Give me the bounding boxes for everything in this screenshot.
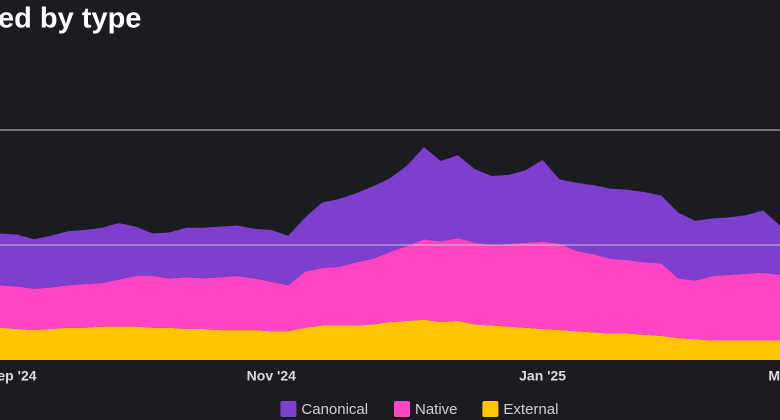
x-tick-label: Jan '25: [519, 368, 566, 384]
x-tick-label: M: [768, 368, 780, 384]
area: [0, 147, 780, 289]
legend-swatch: [280, 401, 297, 417]
legend-label: External: [503, 401, 558, 418]
legend-label: Canonical: [301, 401, 368, 418]
legend-label: Native: [415, 401, 458, 418]
x-tick-label: Nov '24: [247, 368, 296, 384]
x-tick-label: ep '24: [0, 368, 37, 384]
legend-swatch: [394, 401, 410, 417]
chart-title: ed by type: [0, 3, 141, 35]
area: [0, 319, 780, 360]
area: [0, 238, 780, 341]
legend-swatch: [482, 401, 499, 417]
